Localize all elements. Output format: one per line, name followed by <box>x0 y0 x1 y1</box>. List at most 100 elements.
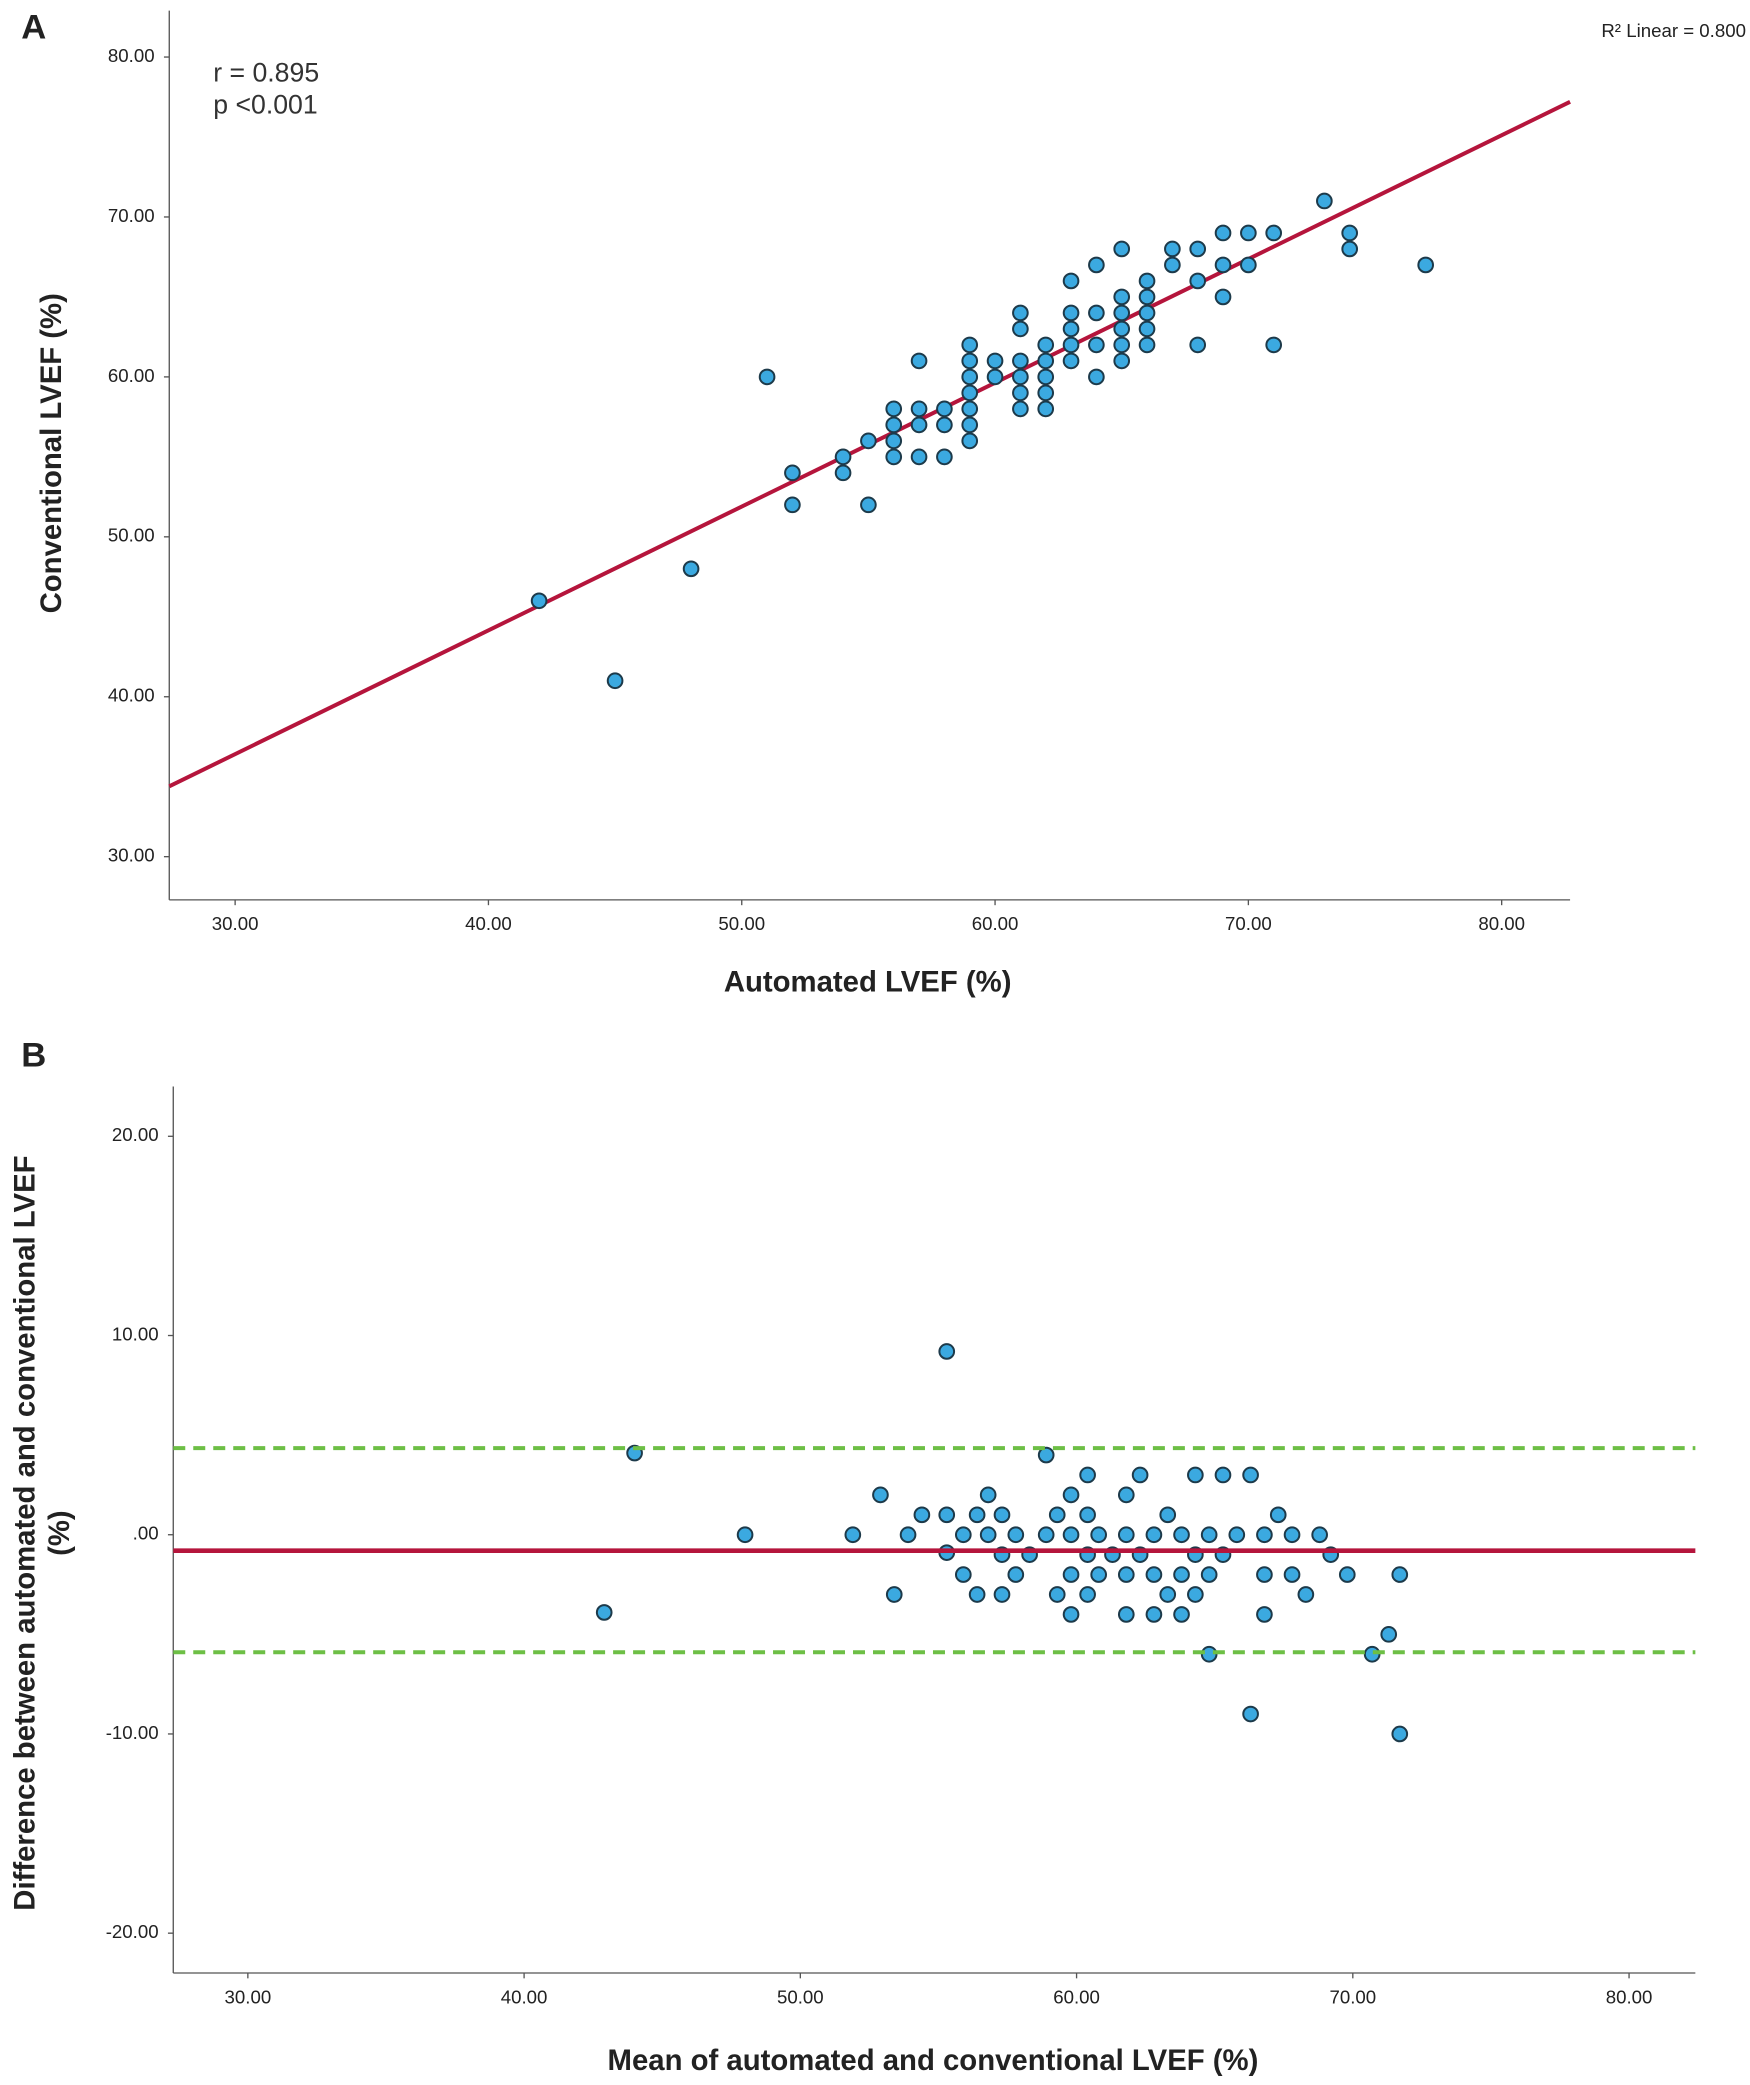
panel-label: B <box>21 1036 46 1074</box>
y-tick-label: 60.00 <box>108 365 155 386</box>
point <box>961 400 979 418</box>
point <box>1228 1526 1246 1544</box>
point <box>1380 1626 1398 1643</box>
point <box>1145 1526 1163 1544</box>
point <box>1265 224 1283 242</box>
point <box>961 384 979 402</box>
annotation: p <0.001 <box>213 90 317 120</box>
y-tick-label: 10.00 <box>112 1323 159 1344</box>
x-tick-label: 60.00 <box>972 913 1019 934</box>
point <box>979 1526 997 1544</box>
x-tick-label: 50.00 <box>718 913 765 934</box>
point <box>1037 384 1055 402</box>
point <box>1088 368 1105 386</box>
point <box>1311 1526 1328 1544</box>
y-axis-title: (%) <box>43 1510 76 1556</box>
point <box>1117 1526 1135 1544</box>
point <box>844 1526 862 1544</box>
point <box>1341 240 1359 258</box>
x-axis-title: Automated LVEF (%) <box>724 966 1012 999</box>
point <box>1113 320 1131 338</box>
point <box>1117 1566 1135 1583</box>
point <box>1090 1566 1108 1583</box>
point <box>961 416 979 434</box>
point <box>968 1506 986 1524</box>
point <box>1062 1486 1080 1504</box>
point <box>1256 1566 1273 1583</box>
point <box>1113 336 1131 354</box>
point <box>1283 1566 1301 1583</box>
point <box>1062 320 1080 338</box>
point <box>860 432 877 450</box>
point <box>1138 336 1156 354</box>
point <box>1189 272 1207 290</box>
point <box>1048 1586 1066 1603</box>
point <box>1062 1566 1080 1583</box>
point <box>986 368 1004 386</box>
point <box>1316 192 1333 210</box>
point <box>1187 1586 1204 1603</box>
y-tick-label: 70.00 <box>108 205 155 226</box>
point <box>1117 1486 1135 1504</box>
point <box>913 1506 931 1524</box>
point <box>1145 1566 1163 1583</box>
point <box>938 1343 956 1360</box>
point <box>1173 1606 1190 1623</box>
point <box>1113 240 1131 258</box>
y-tick-label: 30.00 <box>108 845 155 866</box>
y-tick-label: 20.00 <box>112 1124 159 1145</box>
point <box>1200 1566 1218 1583</box>
x-tick-label: 50.00 <box>777 1986 824 2007</box>
point <box>860 496 877 514</box>
point <box>899 1526 917 1544</box>
point <box>1007 1526 1025 1544</box>
panel-label: A <box>21 8 46 46</box>
point <box>1214 288 1232 306</box>
x-tick-label: 30.00 <box>212 913 259 934</box>
point <box>1012 400 1029 418</box>
point <box>1338 1566 1356 1583</box>
point <box>1088 256 1105 274</box>
point <box>1090 1526 1108 1544</box>
point <box>1012 384 1029 402</box>
point <box>1341 224 1359 242</box>
point <box>1062 1526 1080 1544</box>
point <box>1159 1586 1177 1603</box>
point <box>910 416 928 434</box>
point <box>1138 304 1156 322</box>
point <box>1240 256 1257 274</box>
point <box>1037 336 1055 354</box>
point <box>834 448 852 466</box>
x-tick-label: 30.00 <box>225 1986 272 2007</box>
point <box>1269 1506 1287 1524</box>
point <box>1240 224 1257 242</box>
point <box>1062 304 1080 322</box>
point <box>758 368 776 386</box>
point <box>885 432 903 450</box>
point <box>736 1526 754 1544</box>
point <box>834 464 852 482</box>
point <box>530 592 548 610</box>
point <box>1131 1466 1149 1484</box>
point <box>961 368 979 386</box>
point <box>1164 240 1181 258</box>
y-tick-label: 80.00 <box>108 45 155 66</box>
point <box>1113 304 1131 322</box>
point <box>872 1486 889 1504</box>
point <box>936 416 953 434</box>
point <box>1079 1586 1096 1603</box>
point <box>993 1586 1011 1603</box>
point <box>1164 256 1181 274</box>
point <box>1297 1586 1315 1603</box>
point <box>936 400 953 418</box>
point <box>1138 288 1156 306</box>
point <box>1088 304 1105 322</box>
point <box>885 400 903 418</box>
point <box>910 400 928 418</box>
point <box>979 1486 997 1504</box>
point <box>1012 368 1029 386</box>
point <box>1173 1526 1190 1544</box>
point <box>1256 1606 1273 1623</box>
x-axis-title: Mean of automated and conventional LVEF … <box>608 2044 1259 2077</box>
